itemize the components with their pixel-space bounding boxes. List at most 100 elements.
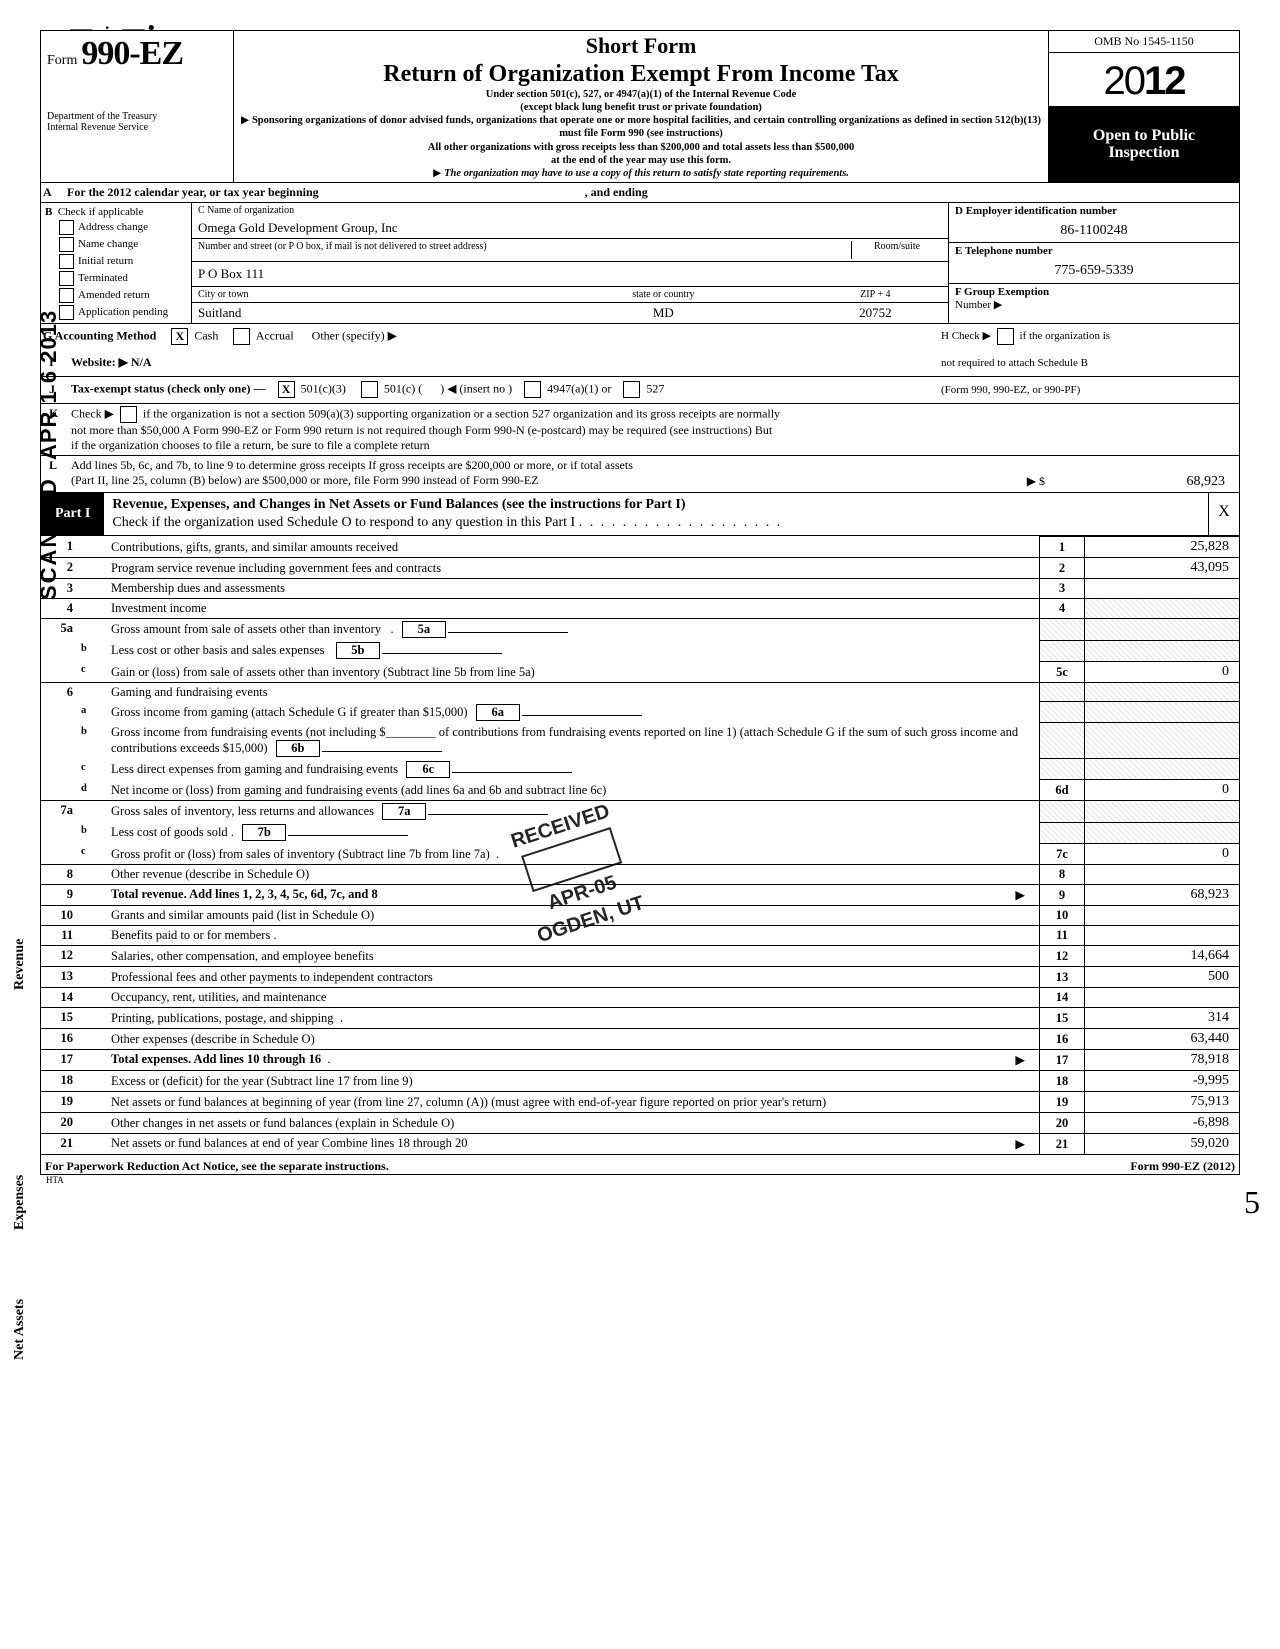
line-7b-desc: Less cost of goods sold . [111,825,234,839]
line-6-desc: Gaming and fundraising events [107,682,1040,702]
line-6a-desc: Gross income from gaming (attach Schedul… [111,705,468,719]
open-public-1: Open to Public [1049,127,1239,145]
opt-cash: Cash [194,329,218,343]
line-16-desc: Other expenses (describe in Schedule O) [107,1028,1040,1049]
line-2-desc: Program service revenue including govern… [107,558,1040,579]
line-2-amt: 43,095 [1085,558,1240,579]
line-17-amt: 78,918 [1085,1049,1240,1070]
checkbox-527[interactable] [623,381,640,398]
label-C: C Name of organization [198,205,942,216]
form-header: Form 990-EZ Department of the Treasury I… [41,31,1239,183]
handwritten-5: 5 [1244,1184,1260,1221]
opt-app-pending: Application pending [78,306,168,318]
J-text: Tax-exempt status (check only one) — [71,382,266,396]
opt-501c: 501(c) ( [384,382,422,396]
line-6c-desc: Less direct expenses from gaming and fun… [111,762,398,776]
rowA-text: For the 2012 calendar year, or tax year … [67,185,319,199]
form-number: 990-EZ [81,35,183,72]
line-19-desc: Net assets or fund balances at beginning… [107,1091,1040,1112]
line-20-desc: Other changes in net assets or fund bala… [107,1112,1040,1133]
line-4-amt [1085,599,1240,619]
line-21-desc: Net assets or fund balances at end of ye… [111,1136,468,1150]
omb-number: OMB No 1545-1150 [1049,31,1239,53]
checkbox-terminated[interactable] [59,271,74,286]
line-13-desc: Professional fees and other payments to … [107,966,1040,987]
city-label: City or town [192,287,524,302]
line-1-amt: 25,828 [1085,537,1240,558]
checkbox-cash[interactable]: X [171,328,188,345]
ein-value: 86-1100248 [955,217,1233,239]
opt-amended: Amended return [78,289,150,301]
checkbox-name-change[interactable] [59,237,74,252]
checkbox-K[interactable] [120,406,137,423]
line-18-desc: Excess or (deficit) for the year (Subtra… [107,1070,1040,1091]
checkbox-accrual[interactable] [233,328,250,345]
opt-initial: Initial return [78,255,133,267]
state-value: MD [524,303,803,323]
label-L: L [43,458,71,473]
part-i-checkbox[interactable]: X [1208,493,1239,535]
line-18-amt: -9,995 [1085,1070,1240,1091]
phone-value: 775-659-5339 [955,257,1233,279]
line-15-desc: Printing, publications, postage, and shi… [111,1011,334,1025]
sub5: at the end of the year may use this form… [240,154,1042,167]
L-arrow: ▶ $ [985,458,1045,489]
K-check: Check ▶ [71,406,114,420]
footer-form-ref: Form 990-EZ (2012) [1130,1159,1235,1174]
short-form-title: Short Form [240,33,1042,59]
opt-501c3: 501(c)(3) [301,382,346,396]
label-A: A [41,183,63,202]
line-14-desc: Occupancy, rent, utilities, and maintena… [107,987,1040,1007]
opt-insert: ) ◀ (insert no ) [440,382,512,396]
checkbox-4947[interactable] [524,381,541,398]
line-4-desc: Investment income [107,599,1040,619]
opt-4947: 4947(a)(1) or [547,382,611,396]
line-9-desc: Total revenue. Add lines 1, 2, 3, 4, 5c,… [111,887,378,901]
line-6b-desc: Gross income from fundraising events (no… [111,725,1018,755]
form-year: 2012 [1049,53,1239,107]
H-text1: if the organization is [1020,330,1111,342]
part-i-table: 1 Contributions, gifts, grants, and simi… [41,536,1239,1154]
dept-irs: Internal Revenue Service [47,122,227,133]
opt-name: Name change [78,238,138,250]
line-19-amt: 75,913 [1085,1091,1240,1112]
H-text2: not required to attach Schedule B [935,357,1233,369]
line-3-desc: Membership dues and assessments [107,579,1040,599]
zip-label: ZIP + 4 [803,287,948,302]
L-line2: (Part II, line 25, column (B) below) are… [71,473,539,487]
checkbox-address-change[interactable] [59,220,74,235]
scanned-stamp: SCANNED [36,477,62,600]
checkbox-initial-return[interactable] [59,254,74,269]
line-7a-desc: Gross sales of inventory, less returns a… [111,804,374,818]
form-label: Form [47,53,77,68]
street-label: Number and street (or P O box, if mail i… [198,241,851,259]
line-10-desc: Grants and similar amounts paid (list in… [107,905,1040,925]
opt-terminated: Terminated [78,272,128,284]
line-5c-amt: 0 [1085,661,1240,682]
line-9-amt: 68,923 [1085,884,1240,905]
sub2: (except black lung benefit trust or priv… [240,101,1042,114]
line-11-desc: Benefits paid to or for members . [107,925,1040,945]
checkbox-amended[interactable] [59,288,74,303]
org-name: Omega Gold Development Group, Inc [198,216,942,236]
line-7c-desc: Gross profit or (loss) from sales of inv… [111,847,490,861]
H-text3: (Form 990, 990-EZ, or 990-PF) [935,384,1233,396]
line-21-amt: 59,020 [1085,1133,1240,1154]
part-i-title: Revenue, Expenses, and Changes in Net As… [112,497,685,512]
line-6d-amt: 0 [1085,780,1240,801]
line-8-desc: Other revenue (describe in Schedule O) [107,864,1040,884]
sub3: Sponsoring organizations of donor advise… [252,115,1041,139]
K-line2: not more than $50,000 A Form 990-EZ or F… [71,423,772,437]
checkbox-501c3[interactable]: X [278,381,295,398]
line-12-amt: 14,664 [1085,945,1240,966]
L-amount: 68,923 [1045,458,1233,490]
line-5a-desc: Gross amount from sale of assets other t… [111,622,381,636]
website: Website: ▶ N/A [71,355,152,369]
checkbox-H[interactable] [997,328,1014,345]
L-line1: Add lines 5b, 6c, and 7b, to line 9 to d… [71,458,633,472]
side-label-netassets: Net Assets [12,1299,28,1360]
line-12-desc: Salaries, other compensation, and employ… [107,945,1040,966]
line-8-amt [1085,864,1240,884]
label-F: F Group Exemption [955,286,1049,298]
checkbox-501c[interactable] [361,381,378,398]
